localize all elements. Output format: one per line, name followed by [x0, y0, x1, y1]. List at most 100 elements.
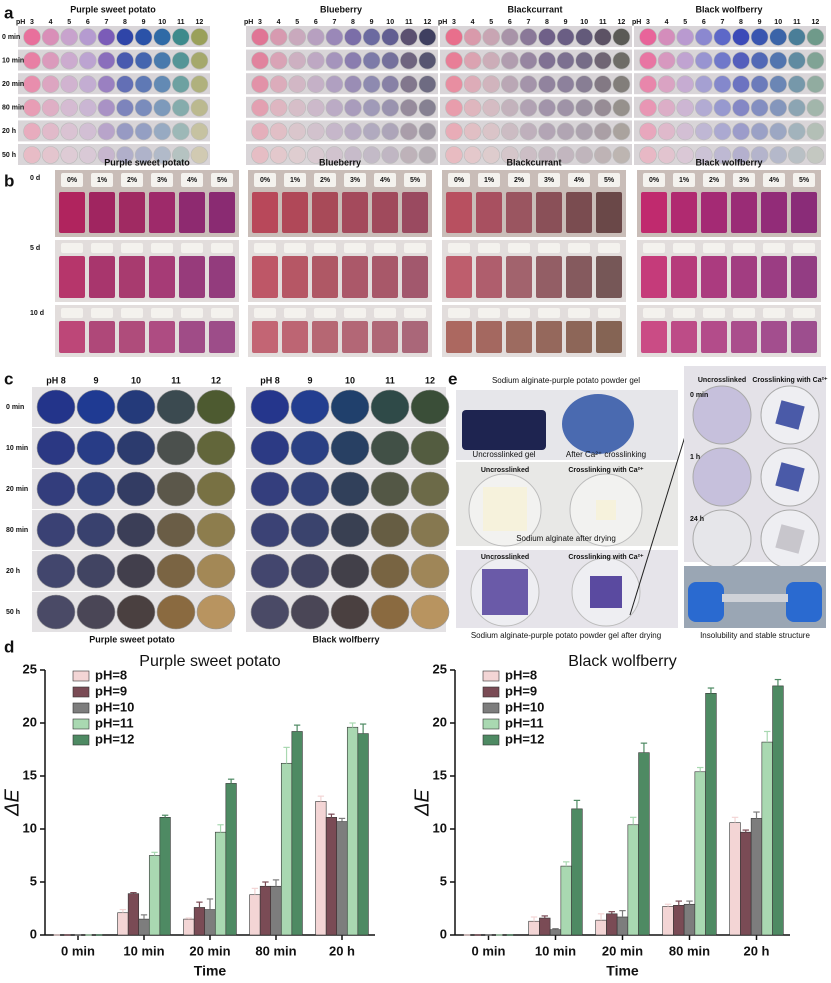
- ph-value: 11: [599, 19, 607, 26]
- well: [676, 75, 695, 93]
- row-label: 80 min: [2, 105, 24, 112]
- film: [722, 594, 788, 602]
- well: [694, 75, 713, 93]
- well: [445, 99, 463, 117]
- dish: [370, 471, 410, 507]
- ph-value: 12: [424, 19, 432, 26]
- row-label: 5 d: [30, 245, 40, 252]
- concentration: 0%: [260, 177, 271, 184]
- well: [60, 75, 78, 93]
- well: [172, 122, 190, 141]
- well: [288, 28, 307, 46]
- well: [713, 99, 732, 117]
- well: [269, 146, 288, 164]
- well: [288, 146, 307, 164]
- dish: [36, 430, 76, 466]
- x-tick-label: 20 h: [743, 943, 769, 958]
- dish: [330, 430, 370, 466]
- caption: Sodium alginate after drying: [516, 534, 616, 543]
- error-bar: [697, 766, 704, 772]
- well: [172, 51, 190, 70]
- concentration: 4%: [380, 177, 391, 184]
- legend-label: pH=9: [95, 683, 127, 698]
- well: [381, 122, 400, 141]
- vial: [119, 192, 145, 233]
- well: [97, 146, 116, 164]
- dish: [250, 594, 290, 630]
- row-label: 20 min: [2, 81, 24, 88]
- well: [500, 28, 519, 46]
- ph-value: 5: [295, 19, 299, 26]
- legend-swatch: [72, 686, 90, 698]
- well: [657, 122, 676, 141]
- well: [750, 51, 769, 70]
- vial-cap: [598, 173, 620, 187]
- photo: [442, 170, 626, 237]
- vial-cap: [91, 173, 113, 187]
- well: [269, 99, 288, 117]
- well: [190, 51, 209, 70]
- dish: [76, 512, 116, 548]
- well: [362, 75, 381, 93]
- well: [381, 146, 400, 164]
- well: [657, 51, 676, 70]
- vial: [701, 321, 727, 353]
- y-axis-label: ΔE: [411, 788, 433, 816]
- vial: [402, 256, 428, 298]
- well: [79, 122, 97, 141]
- photo: [55, 170, 239, 237]
- vial: [179, 192, 205, 233]
- well: [418, 75, 437, 93]
- vial: [252, 192, 278, 233]
- photo: [55, 240, 239, 302]
- well: [575, 146, 594, 164]
- well: [593, 51, 612, 70]
- well: [556, 51, 575, 70]
- x-tick-label: 0 min: [472, 943, 506, 958]
- film: [482, 569, 528, 615]
- legend-label: pH=8: [505, 667, 537, 682]
- ph-value: 8: [123, 19, 127, 26]
- well: [694, 28, 713, 46]
- ph-header: 10: [131, 375, 141, 385]
- photo: [442, 240, 626, 302]
- well: [445, 122, 463, 141]
- dish: [370, 430, 410, 466]
- film: [483, 487, 527, 531]
- well: [463, 99, 482, 117]
- well: [172, 146, 190, 164]
- ph-value: 11: [405, 19, 413, 26]
- row-label: 10 min: [2, 57, 24, 64]
- panel-label: a: [4, 3, 14, 22]
- column-title: Blueberry: [320, 4, 362, 14]
- concentration: 4%: [574, 177, 585, 184]
- error-bar: [742, 829, 749, 833]
- well: [41, 28, 60, 46]
- well: [362, 122, 381, 141]
- caption: Crosslinking with Ca²⁺: [568, 554, 644, 561]
- ph-value: 7: [332, 19, 336, 26]
- photo: [637, 170, 821, 237]
- well: [381, 28, 400, 46]
- well: [750, 122, 769, 141]
- error-bar: [753, 811, 760, 819]
- well: [325, 28, 344, 46]
- error-bar: [608, 911, 615, 914]
- bar: [539, 917, 551, 936]
- vial-cap: [121, 308, 143, 318]
- panel-title: Sodium alginate-purple potato powder gel: [492, 376, 640, 385]
- bar: [729, 822, 741, 936]
- photo: [248, 240, 432, 302]
- error-bar: [251, 887, 259, 895]
- vial-cap: [284, 173, 306, 187]
- concentration: 2%: [709, 177, 720, 184]
- vial: [791, 321, 817, 353]
- legend-label: pH=10: [505, 699, 544, 714]
- dish: [370, 512, 410, 548]
- well: [418, 28, 437, 46]
- well: [538, 28, 556, 46]
- well: [750, 146, 769, 164]
- ph-value: 8: [739, 19, 743, 26]
- ph-value: 5: [489, 19, 493, 26]
- error-bar: [262, 881, 269, 887]
